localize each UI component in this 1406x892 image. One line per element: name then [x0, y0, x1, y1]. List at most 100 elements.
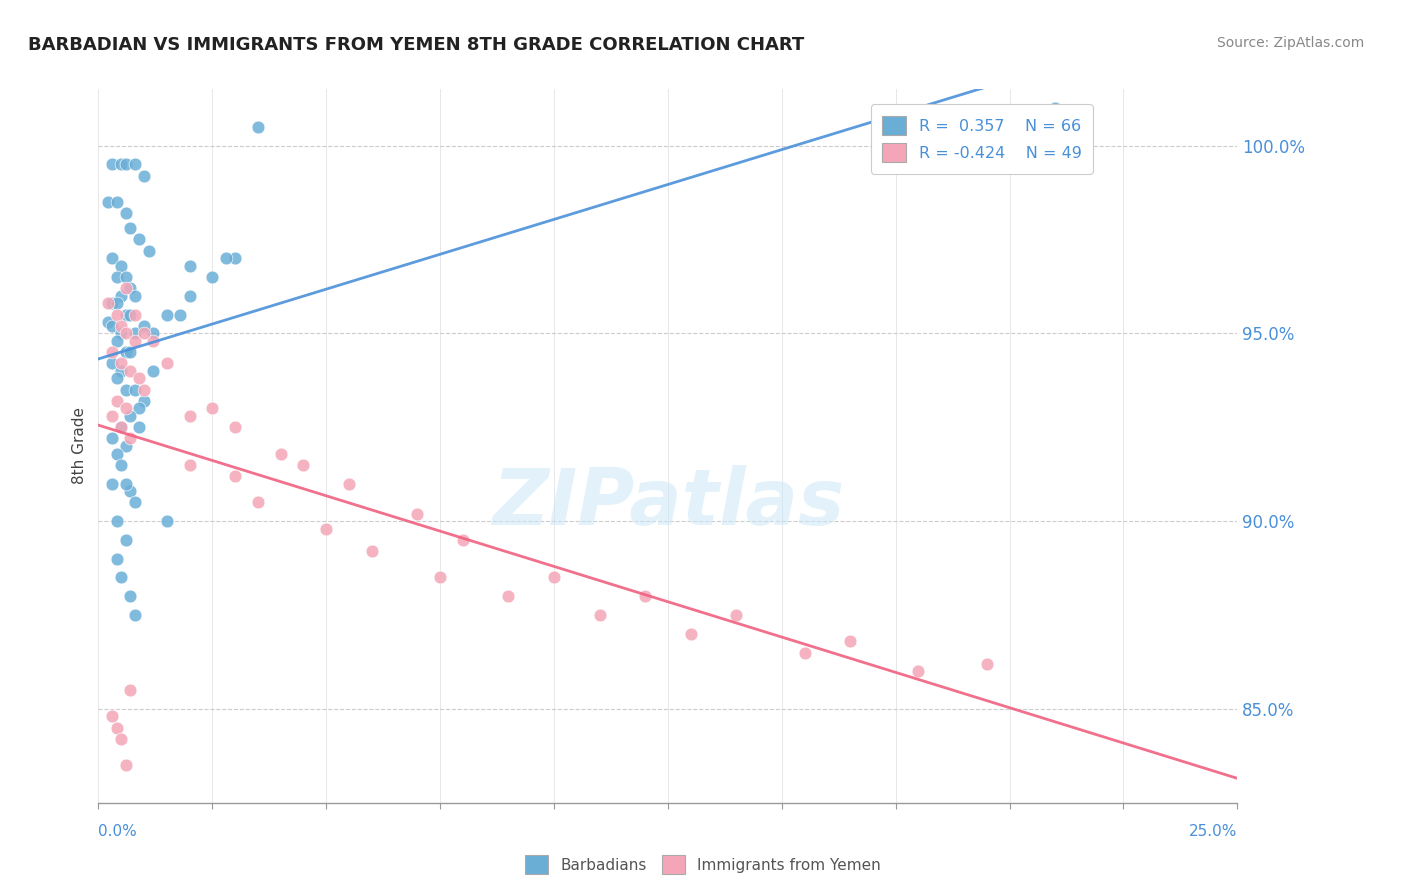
Y-axis label: 8th Grade: 8th Grade [72, 408, 87, 484]
Text: 25.0%: 25.0% [1189, 824, 1237, 839]
Point [120, 409, 142, 423]
Point [270, 446, 292, 460]
Point [120, 432, 142, 446]
Point [124, 157, 146, 171]
Point [101, 709, 124, 723]
Point [105, 446, 128, 460]
Point [105, 194, 128, 209]
Point [132, 326, 155, 341]
Point [132, 393, 155, 408]
Point [406, 507, 429, 521]
Point [105, 371, 128, 385]
Point [105, 551, 128, 566]
Point [96, 315, 118, 329]
Point [110, 731, 132, 746]
Point [114, 308, 136, 322]
Point [114, 439, 136, 453]
Point [246, 120, 269, 134]
Point [1043, 101, 1066, 115]
Point [839, 634, 862, 648]
Point [128, 371, 150, 385]
Point [114, 476, 136, 491]
Point [128, 420, 150, 434]
Point [976, 657, 998, 671]
Point [120, 308, 142, 322]
Point [105, 308, 128, 322]
Point [224, 420, 246, 434]
Point [120, 683, 142, 698]
Point [224, 469, 246, 483]
Point [907, 665, 929, 679]
Point [110, 326, 132, 341]
Point [124, 607, 146, 622]
Text: BARBADIAN VS IMMIGRANTS FROM YEMEN 8TH GRADE CORRELATION CHART: BARBADIAN VS IMMIGRANTS FROM YEMEN 8TH G… [28, 36, 804, 54]
Point [224, 251, 246, 265]
Point [315, 522, 337, 536]
Text: Source: ZipAtlas.com: Source: ZipAtlas.com [1216, 36, 1364, 50]
Point [105, 514, 128, 528]
Text: ZIPatlas: ZIPatlas [492, 465, 844, 541]
Point [105, 721, 128, 735]
Point [169, 308, 191, 322]
Point [114, 345, 136, 359]
Point [101, 476, 124, 491]
Point [793, 646, 815, 660]
Point [110, 259, 132, 273]
Point [156, 308, 179, 322]
Point [179, 409, 201, 423]
Point [101, 251, 124, 265]
Point [120, 364, 142, 378]
Point [142, 334, 165, 348]
Point [451, 533, 474, 547]
Point [179, 458, 201, 472]
Point [101, 345, 124, 359]
Point [114, 533, 136, 547]
Point [132, 169, 155, 183]
Point [120, 221, 142, 235]
Point [110, 420, 132, 434]
Point [105, 270, 128, 285]
Point [120, 484, 142, 499]
Point [201, 401, 224, 416]
Point [142, 326, 165, 341]
Point [124, 308, 146, 322]
Legend: Barbadians, Immigrants from Yemen: Barbadians, Immigrants from Yemen [519, 849, 887, 880]
Point [114, 157, 136, 171]
Point [110, 420, 132, 434]
Point [110, 458, 132, 472]
Point [179, 259, 201, 273]
Point [114, 383, 136, 397]
Point [201, 270, 224, 285]
Point [215, 251, 238, 265]
Point [543, 570, 565, 584]
Point [128, 401, 150, 416]
Point [114, 326, 136, 341]
Point [120, 589, 142, 603]
Point [156, 356, 179, 370]
Point [120, 281, 142, 295]
Point [96, 194, 118, 209]
Point [124, 289, 146, 303]
Point [110, 318, 132, 333]
Point [114, 758, 136, 772]
Point [96, 296, 118, 310]
Point [292, 458, 315, 472]
Point [679, 627, 702, 641]
Point [110, 570, 132, 584]
Point [360, 544, 382, 558]
Point [142, 364, 165, 378]
Point [156, 514, 179, 528]
Point [110, 289, 132, 303]
Point [179, 289, 201, 303]
Point [138, 244, 160, 258]
Point [114, 270, 136, 285]
Point [101, 432, 124, 446]
Point [634, 589, 657, 603]
Point [110, 157, 132, 171]
Point [124, 334, 146, 348]
Point [429, 570, 451, 584]
Point [105, 393, 128, 408]
Point [101, 157, 124, 171]
Point [101, 318, 124, 333]
Point [101, 409, 124, 423]
